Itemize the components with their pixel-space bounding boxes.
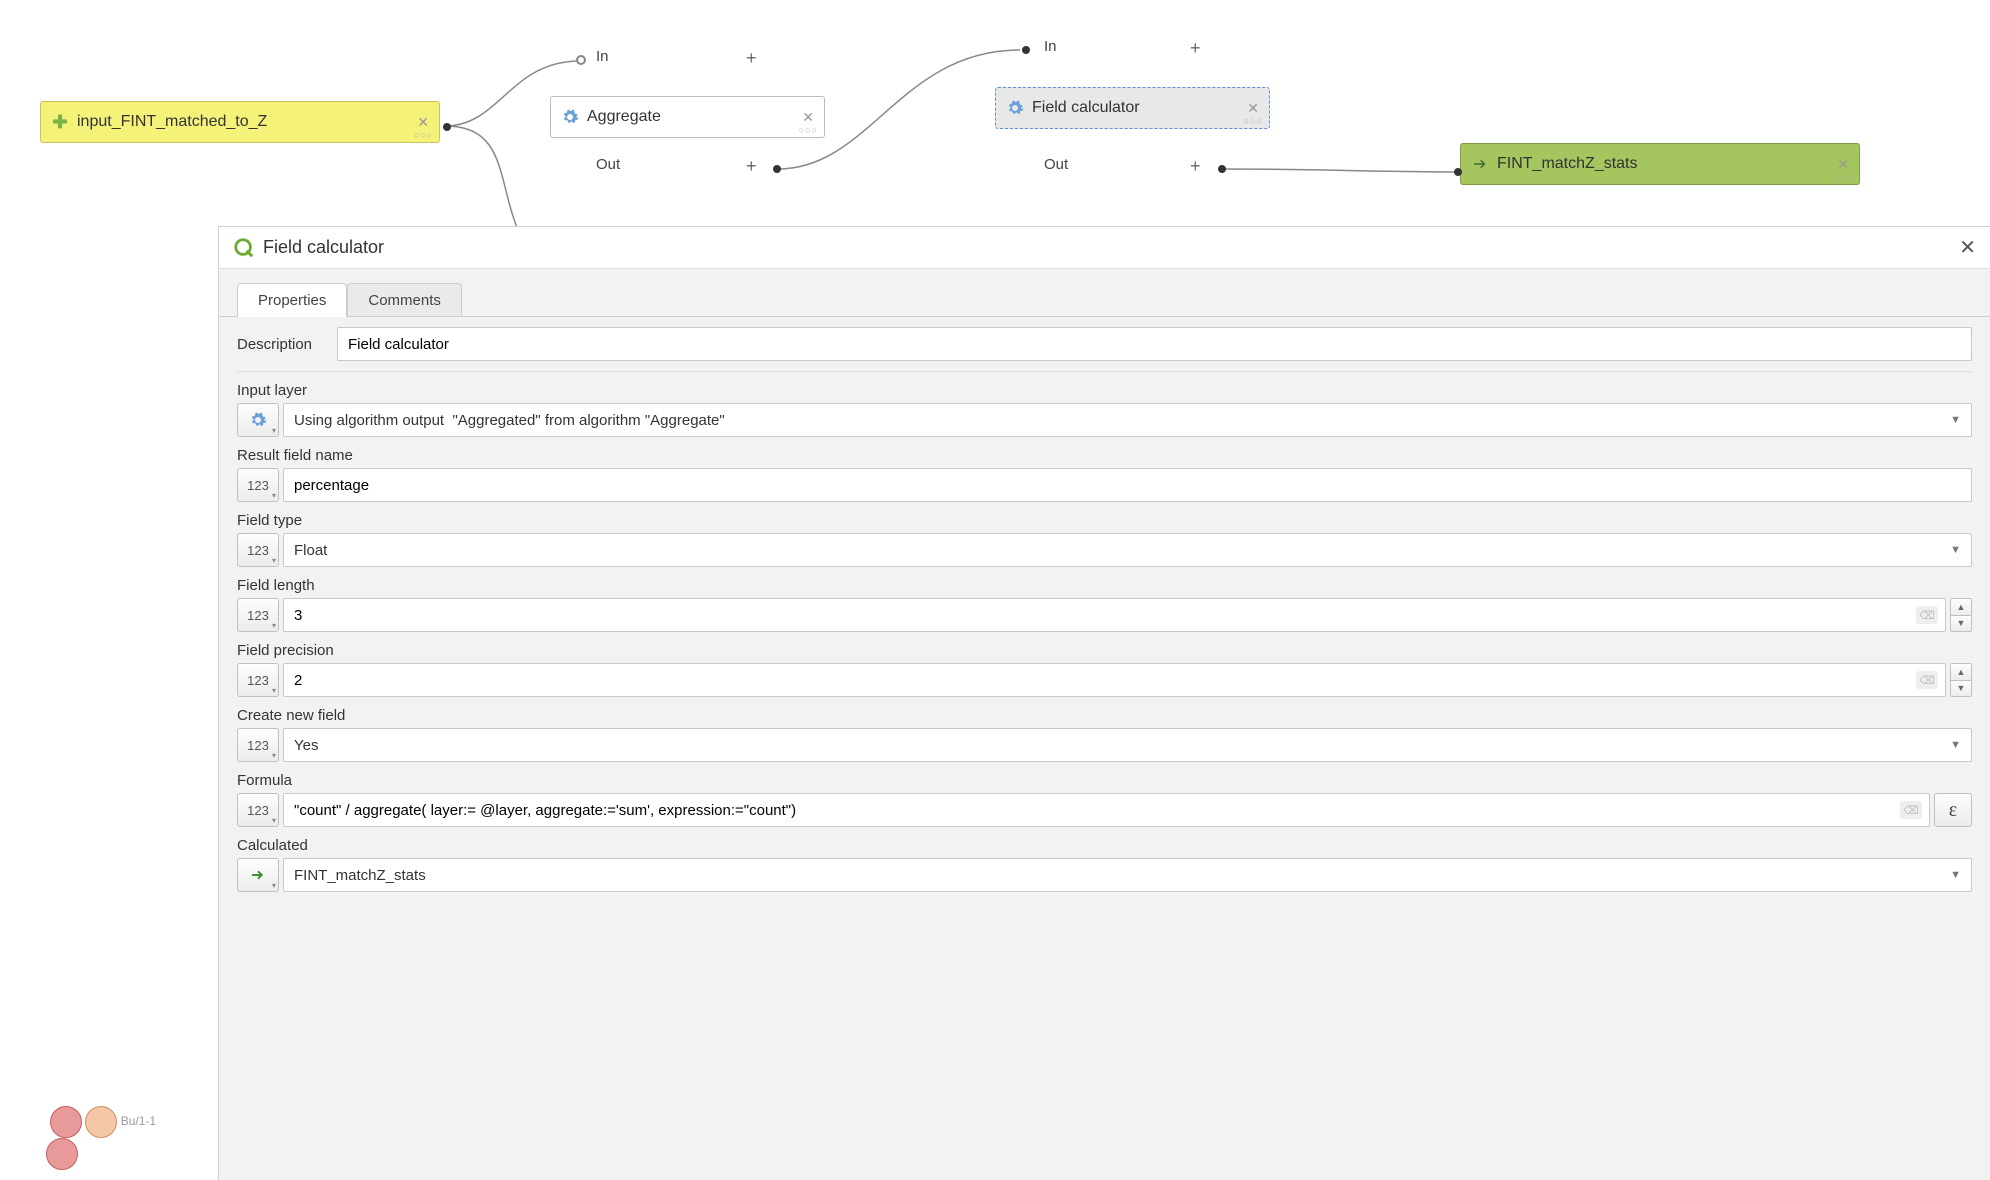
type-prefix-button[interactable]: 123▾ <box>237 468 279 502</box>
spin-down-icon[interactable]: ▼ <box>1951 681 1971 697</box>
out-label: Out <box>596 156 620 173</box>
add-port-icon[interactable]: + <box>1190 156 1201 177</box>
type-prefix-button[interactable]: 123▾ <box>237 598 279 632</box>
field-calculator-dialog: Field calculator ✕ Properties Comments D… <box>218 226 1990 1180</box>
description-row: Description <box>237 327 1972 372</box>
dialog-title: Field calculator <box>263 237 384 258</box>
close-icon[interactable]: ✕ <box>1247 100 1259 117</box>
tabs: Properties Comments <box>219 269 1990 317</box>
field-type-label: Field type <box>237 512 302 529</box>
expression-builder-button[interactable]: ε <box>1934 793 1972 827</box>
result-field-input[interactable] <box>283 468 1972 502</box>
field-calculator-node[interactable]: Field calculator ✕ ○○○ <box>995 87 1270 129</box>
field-length-input[interactable] <box>283 598 1946 632</box>
plus-icon: ✚ <box>51 113 69 131</box>
in-label: In <box>1044 38 1057 55</box>
calculated-value: FINT_matchZ_stats <box>294 867 426 884</box>
formula-input[interactable] <box>283 793 1930 827</box>
spin-up-icon[interactable]: ▲ <box>1951 664 1971 681</box>
model-canvas[interactable]: ✚ input_FINT_matched_to_Z ✕ ○○○ In + Agg… <box>0 0 1990 230</box>
input-layer-label: Input layer <box>237 382 307 399</box>
gear-icon <box>561 108 579 126</box>
calculated-label: Calculated <box>237 837 308 854</box>
type-prefix-button[interactable]: 123▾ <box>237 533 279 567</box>
field-type-combo[interactable]: Float ▼ <box>283 533 1972 567</box>
arrow-prefix-button[interactable]: ▾ <box>237 858 279 892</box>
dots-icon: ○○○ <box>799 125 818 135</box>
field-precision-input[interactable] <box>283 663 1946 697</box>
create-new-value: Yes <box>294 737 318 754</box>
gear-prefix-button[interactable]: ▾ <box>237 403 279 437</box>
output-node-label: FINT_matchZ_stats <box>1497 155 1637 173</box>
calculated-combo[interactable]: FINT_matchZ_stats ▼ <box>283 858 1972 892</box>
port-in-circle[interactable] <box>576 55 586 65</box>
out-label: Out <box>1044 156 1068 173</box>
spinner[interactable]: ▲ ▼ <box>1950 663 1972 697</box>
dots-icon: ○○○ <box>1244 116 1263 126</box>
in-label: In <box>596 48 609 65</box>
field-type-value: Float <box>294 542 327 559</box>
arrow-right-icon <box>1471 155 1489 173</box>
close-icon[interactable]: ✕ <box>802 109 814 126</box>
port-out-dot[interactable] <box>1218 165 1226 173</box>
create-new-combo[interactable]: Yes ▼ <box>283 728 1972 762</box>
tab-comments[interactable]: Comments <box>347 283 462 317</box>
formula-label: Formula <box>237 772 292 789</box>
aggregate-node-label: Aggregate <box>587 108 661 126</box>
gear-icon <box>1006 99 1024 117</box>
dialog-close-button[interactable]: ✕ <box>1959 235 1976 260</box>
add-port-icon[interactable]: + <box>746 48 757 69</box>
add-port-icon[interactable]: + <box>1190 38 1201 59</box>
close-icon[interactable]: ✕ <box>1837 156 1849 173</box>
chevron-down-icon: ▼ <box>1950 414 1961 426</box>
field-precision-label: Field precision <box>237 642 334 659</box>
input-node[interactable]: ✚ input_FINT_matched_to_Z ✕ ○○○ <box>40 101 440 143</box>
type-prefix-button[interactable]: 123▾ <box>237 663 279 697</box>
port-in-dot[interactable] <box>1022 46 1030 54</box>
input-layer-prefix: Using algorithm output <box>294 412 444 429</box>
clear-icon[interactable]: ⌫ <box>1916 606 1938 624</box>
clear-icon[interactable]: ⌫ <box>1900 801 1922 819</box>
qgis-logo-icon <box>233 237 255 259</box>
spin-down-icon[interactable]: ▼ <box>1951 616 1971 632</box>
spin-up-icon[interactable]: ▲ <box>1951 599 1971 616</box>
create-new-label: Create new field <box>237 707 345 724</box>
chevron-down-icon: ▼ <box>1950 739 1961 751</box>
type-prefix-button[interactable]: 123▾ <box>237 793 279 827</box>
input-node-label: input_FINT_matched_to_Z <box>77 113 267 131</box>
corner-decoration: Bu/1-1 <box>50 1106 156 1170</box>
port-in-dot[interactable] <box>1454 168 1462 176</box>
tab-properties[interactable]: Properties <box>237 283 347 317</box>
description-input[interactable] <box>337 327 1972 361</box>
input-layer-value: "Aggregated" from algorithm "Aggregate" <box>452 412 724 429</box>
result-field-label: Result field name <box>237 447 353 464</box>
field-length-label: Field length <box>237 577 315 594</box>
input-layer-field: ▾ Using algorithm output "Aggregated" fr… <box>237 403 1972 437</box>
dialog-header: Field calculator ✕ <box>219 227 1990 269</box>
description-label: Description <box>237 336 327 353</box>
chevron-down-icon: ▼ <box>1950 869 1961 881</box>
port-out-dot[interactable] <box>773 165 781 173</box>
dots-icon: ○○○ <box>1834 172 1853 182</box>
clear-icon[interactable]: ⌫ <box>1916 671 1938 689</box>
spinner[interactable]: ▲ ▼ <box>1950 598 1972 632</box>
port-out-dot[interactable] <box>443 123 451 131</box>
add-port-icon[interactable]: + <box>746 156 757 177</box>
field-calc-node-label: Field calculator <box>1032 99 1140 117</box>
input-layer-combo[interactable]: Using algorithm output "Aggregated" from… <box>283 403 1972 437</box>
output-node[interactable]: FINT_matchZ_stats ✕ ○○○ <box>1460 143 1860 185</box>
corner-label: Bu/1-1 <box>121 1114 156 1128</box>
form-body: Description Input layer ▾ Using algorith… <box>219 316 1990 916</box>
dots-icon: ○○○ <box>414 130 433 140</box>
aggregate-node[interactable]: Aggregate ✕ ○○○ <box>550 96 825 138</box>
chevron-down-icon: ▼ <box>1950 544 1961 556</box>
close-icon[interactable]: ✕ <box>417 114 429 131</box>
type-prefix-button[interactable]: 123▾ <box>237 728 279 762</box>
